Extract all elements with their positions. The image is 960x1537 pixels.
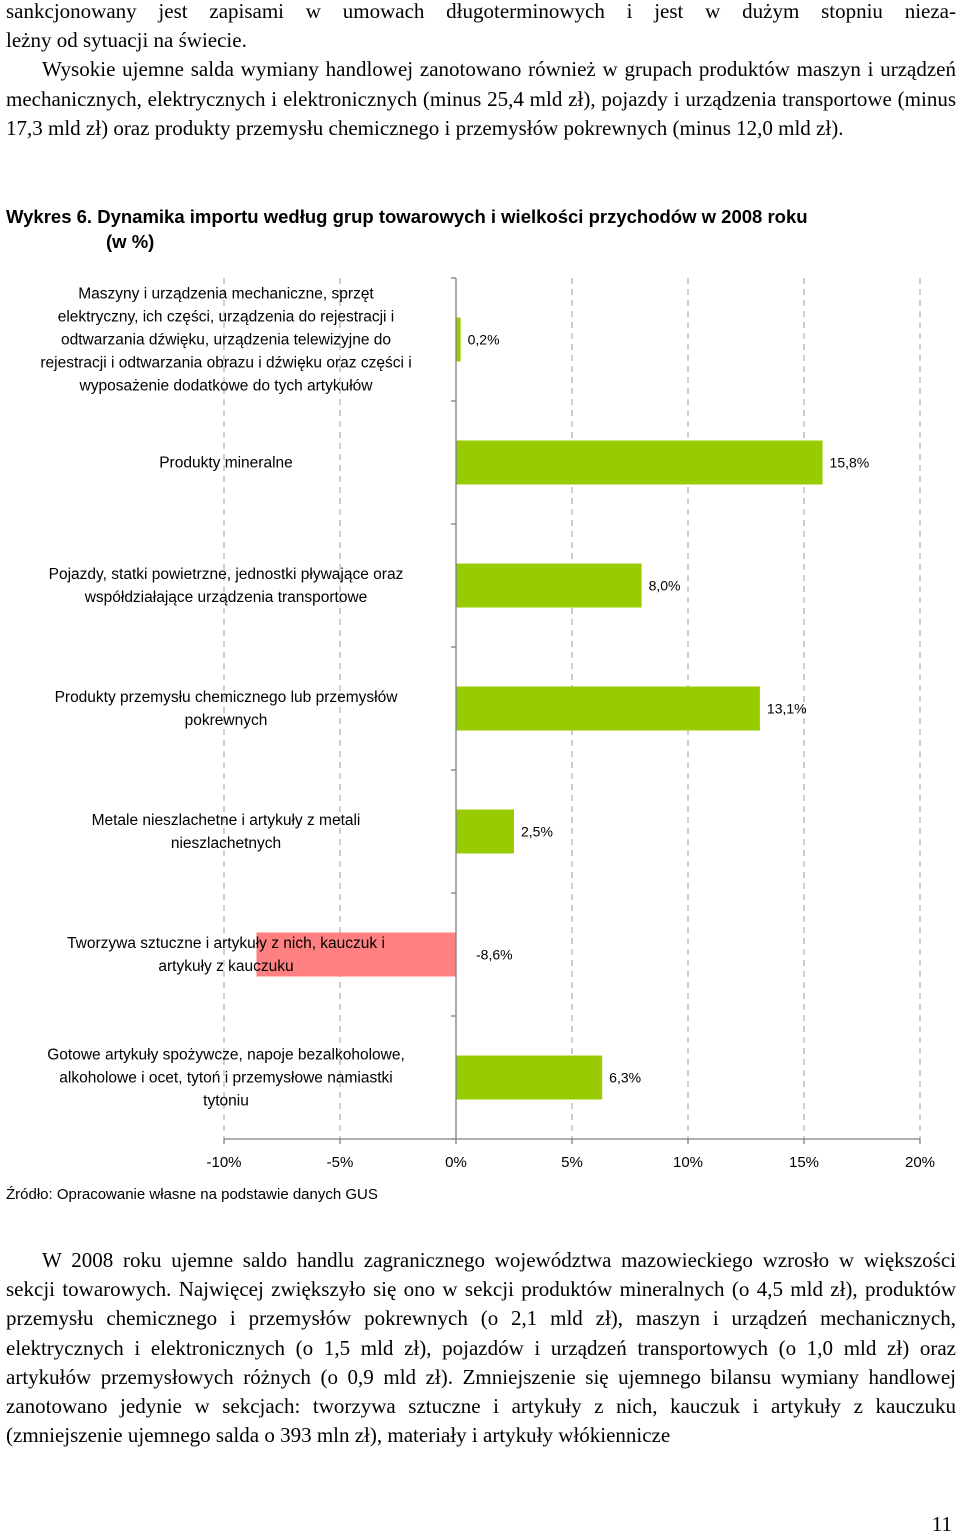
category-label: odtwarzania dźwięku, urządzenia telewizy… <box>61 332 391 349</box>
x-tick-label: 10% <box>673 1154 703 1171</box>
data-label: 2,5% <box>521 824 553 840</box>
bar <box>456 686 760 731</box>
caption-number: Wykres 6. <box>6 206 93 227</box>
import-dynamics-chart: 0,2% 15,8% 8,0% 13,1% 2,5% -8,6% 6,3% Maszyny i… <box>40 277 935 1171</box>
bar <box>456 317 461 362</box>
x-tick-label: -5% <box>327 1154 354 1171</box>
category-label: alkoholowe i ocet, tytoń i przemysłowe n… <box>59 1070 392 1087</box>
category-label: Gotowe artykuły spożywcze, napoje bezalk… <box>47 1047 405 1064</box>
data-label: 0,2% <box>468 332 500 348</box>
bar <box>456 440 823 485</box>
source-note: Źródło: Opracowanie własne na podstawie … <box>6 1186 378 1203</box>
caption-unit: (w %) <box>106 231 155 252</box>
para3: W 2008 roku ujemne saldo handlu zagranic… <box>6 1248 956 1448</box>
bar <box>256 932 456 977</box>
category-label: tytoniu <box>203 1093 249 1110</box>
x-tick-label: 5% <box>561 1154 583 1171</box>
category-label: współdziałające urządzenia transportowe <box>84 589 368 606</box>
data-label: 15,8% <box>830 455 870 471</box>
category-label: Pojazdy, statki powietrzne, jednostki pł… <box>49 566 404 583</box>
category-label: Tworzywa sztuczne i artykuły z nich, kau… <box>67 935 385 952</box>
conclusion-paragraph: W 2008 roku ujemne saldo handlu zagranic… <box>6 1246 956 1450</box>
para1-line2: leżny od sytuacji na świecie. <box>6 28 247 53</box>
bar <box>456 809 514 854</box>
category-label: Produkty przemysłu chemicznego lub przem… <box>55 689 399 706</box>
data-label: -8,6% <box>476 947 513 963</box>
x-tick-label: 0% <box>445 1154 467 1171</box>
x-tick-label: -10% <box>206 1154 241 1171</box>
category-label: wyposażenie dodatkowe do tych artykułów <box>79 378 374 395</box>
category-label: Metale nieszlachetne i artykuły z metali <box>92 812 361 829</box>
para2: Wysokie ujemne salda wymiany handlowej z… <box>6 57 956 140</box>
para1-line1: sankcjonowany jest zapisami w umowach dł… <box>6 0 956 23</box>
data-label: 8,0% <box>649 578 681 594</box>
category-label: rejestracji i odtwarzania obrazu i dźwię… <box>40 355 411 372</box>
chart-caption: Wykres 6. Dynamika importu według grup t… <box>6 204 956 254</box>
page-number: 11 <box>931 1512 952 1536</box>
x-tick-label: 15% <box>789 1154 819 1171</box>
category-label: pokrewnych <box>185 712 268 729</box>
bar <box>456 1055 603 1100</box>
category-label: Produkty mineralne <box>159 455 293 472</box>
x-tick-label: 20% <box>905 1154 935 1171</box>
category-label: elektryczny, ich części, urządzenia do r… <box>58 309 395 326</box>
intro-paragraphs: sankcjonowany jest zapisami w umowach dł… <box>6 0 956 143</box>
caption-title: Dynamika importu według grup towarowych … <box>97 206 808 227</box>
data-label: 6,3% <box>609 1070 641 1086</box>
data-label: 13,1% <box>767 701 807 717</box>
category-label: artykuły z kauczuku <box>158 958 293 975</box>
category-label: Maszyny i urządzenia mechaniczne, sprzęt <box>78 286 374 303</box>
bar <box>456 563 642 608</box>
category-label: nieszlachetnych <box>171 835 281 852</box>
